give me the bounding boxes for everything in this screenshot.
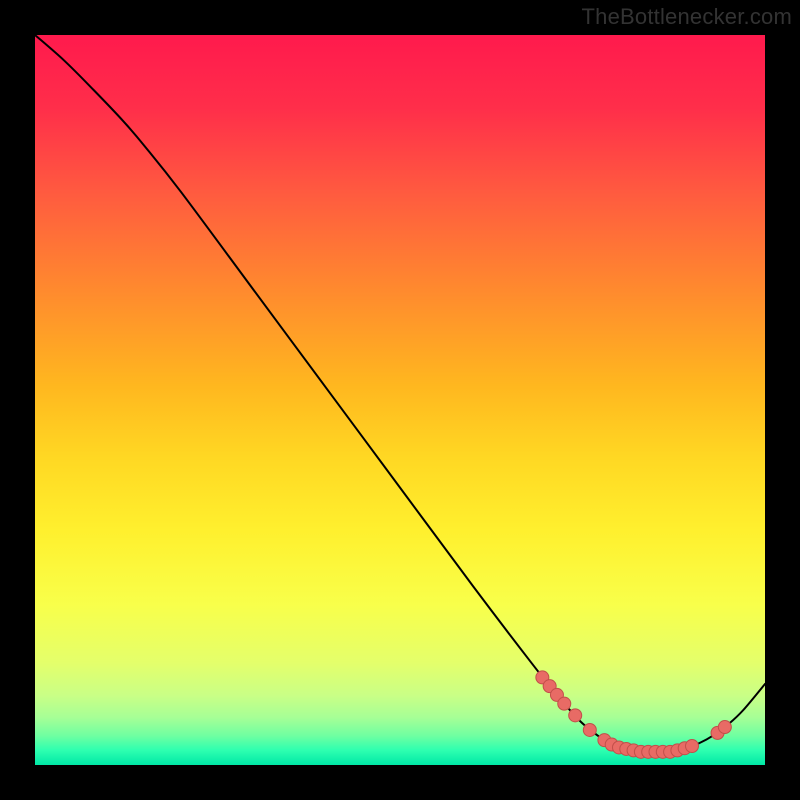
chart-frame: { "attribution": "TheBottlenecker.com", … [0,0,800,800]
data-marker [583,723,596,736]
data-marker [718,721,731,734]
data-marker [558,697,571,710]
data-marker [686,740,699,753]
bottleneck-chart [0,0,800,800]
data-marker [569,709,582,722]
